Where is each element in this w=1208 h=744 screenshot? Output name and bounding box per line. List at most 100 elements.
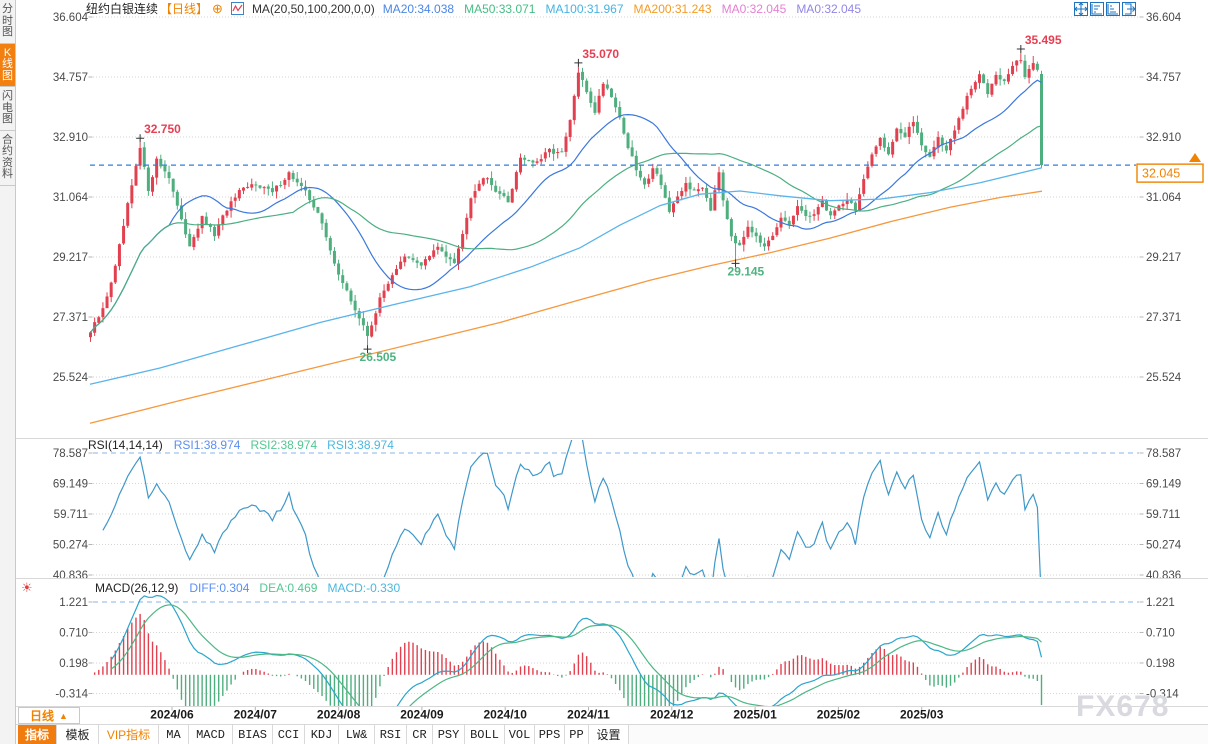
svg-text:29.217: 29.217 — [1146, 252, 1181, 264]
svg-text:32.910: 32.910 — [1146, 132, 1181, 144]
svg-text:2024/10: 2024/10 — [484, 708, 528, 722]
zoom-vertical-icon[interactable] — [1106, 2, 1120, 16]
toolbar-tab-10[interactable]: CR — [407, 725, 433, 744]
indicator-settings-icon[interactable]: ☀ — [21, 580, 33, 595]
svg-text:0.710: 0.710 — [59, 627, 88, 639]
svg-text:27.371: 27.371 — [53, 312, 88, 324]
macd-dea-line — [110, 604, 1042, 706]
toolbar-tab-9[interactable]: RSI — [375, 725, 407, 744]
ma-value-5: MA0:32.045 — [796, 1, 862, 16]
toolbar-tab-11[interactable]: PSY — [433, 725, 465, 744]
period-selector[interactable]: 日线 ▲ — [18, 707, 80, 724]
ma-value-3: MA200:31.243 — [633, 1, 712, 16]
rsi-value-1: RSI2:38.974 — [250, 438, 318, 452]
toolbar-tab-14[interactable]: PPS — [535, 725, 565, 744]
ma-lines — [89, 79, 1043, 424]
toolbar-tab-16[interactable]: 设置 — [589, 725, 629, 744]
svg-text:34.757: 34.757 — [53, 72, 88, 84]
ma-values: MA20:34.038 MA50:33.071 MA100:31.967 MA200:… — [383, 2, 861, 16]
annotation-32.750: 32.750 — [144, 122, 181, 136]
sidebar-tab-1[interactable]: K线图 — [0, 43, 15, 87]
rsi-values: RSI1:38.974 RSI2:38.974 RSI3:38.974 — [174, 438, 394, 452]
svg-text:2025/02: 2025/02 — [817, 708, 861, 722]
annotation-35.495: 35.495 — [1025, 33, 1062, 47]
svg-text:1.221: 1.221 — [1146, 597, 1175, 609]
toolbar-tab-6[interactable]: CCI — [273, 725, 305, 744]
svg-text:69.149: 69.149 — [1146, 479, 1181, 491]
macd-header: MACD(26,12,9) DIFF:0.304 DEA:0.469 MACD:-0… — [95, 581, 400, 595]
rsi-line — [102, 440, 1041, 577]
kline-icon — [230, 2, 244, 15]
toolbar-tab-8[interactable]: LW& — [339, 725, 375, 744]
ma-value-0: MA20:34.038 — [382, 1, 455, 16]
svg-text:0.710: 0.710 — [1146, 627, 1175, 639]
toolbar-tab-4[interactable]: MACD — [189, 725, 233, 744]
svg-text:0.198: 0.198 — [1146, 658, 1175, 670]
svg-text:2024/06: 2024/06 — [150, 708, 194, 722]
sidebar-tab-2[interactable]: 闪电图 — [0, 87, 15, 131]
rsi-value-2: RSI3:38.974 — [327, 438, 394, 452]
chevron-up-icon: ▲ — [59, 710, 68, 721]
toolbar-tab-7[interactable]: KDJ — [305, 725, 339, 744]
sidebar: 分时图 K线图 闪电图 合约资料 — [0, 0, 16, 744]
period-tag: 【日线】 — [160, 2, 209, 16]
svg-text:50.274: 50.274 — [53, 540, 89, 552]
svg-text:78.587: 78.587 — [1146, 448, 1181, 460]
svg-text:2024/07: 2024/07 — [234, 708, 278, 722]
ma100-line — [89, 167, 1043, 385]
toolbar-tab-1[interactable]: 模板 — [57, 725, 99, 744]
x-axis: 2024/06 2024/07 2024/08 2024/09 2024/10 2024/… — [150, 707, 944, 722]
zoom-horizontal-icon[interactable] — [1090, 2, 1104, 16]
toolbar-tab-15[interactable]: PP — [565, 725, 589, 744]
macd-axis: 1.221 1.221 0.710 0.710 0.198 0.198 -0.314 -0.3… — [55, 597, 1179, 700]
price-axis: 36.604 36.604 34.757 34.757 32.910 32.910 31.0… — [53, 12, 1182, 384]
svg-text:59.711: 59.711 — [1146, 509, 1180, 521]
price-tag: 32.045 — [1142, 167, 1180, 181]
expand-icon[interactable]: ⊕ — [212, 1, 223, 16]
svg-text:31.064: 31.064 — [1146, 192, 1182, 204]
annotation-26.505: 26.505 — [360, 350, 397, 364]
svg-text:69.149: 69.149 — [53, 479, 88, 491]
svg-text:25.524: 25.524 — [53, 372, 89, 384]
macd-panel — [93, 594, 1043, 706]
rsi-panel — [102, 440, 1041, 577]
svg-text:2025/03: 2025/03 — [900, 708, 944, 722]
pan-right-icon[interactable] — [1122, 2, 1136, 16]
ma-value-2: MA100:31.967 — [545, 1, 624, 16]
sidebar-tab-3[interactable]: 合约资料 — [0, 130, 15, 186]
toolbar-tab-0[interactable]: 指标 — [18, 725, 57, 744]
toolbar-tab-5[interactable]: BIAS — [233, 725, 273, 744]
svg-text:59.711: 59.711 — [54, 509, 88, 521]
chart-header: 纽约白银连续 【日线】 ⊕ MA(20,50,100,200,0,0) MA20… — [86, 1, 861, 17]
rsi-value-0: RSI1:38.974 — [173, 438, 241, 452]
svg-text:40.836: 40.836 — [53, 570, 88, 582]
svg-text:36.604: 36.604 — [53, 12, 89, 24]
svg-text:50.274: 50.274 — [1146, 540, 1182, 552]
svg-text:2025/01: 2025/01 — [733, 708, 777, 722]
svg-text:32.910: 32.910 — [53, 132, 88, 144]
toolbar-tab-13[interactable]: VOL — [505, 725, 535, 744]
last-price-marker: 32.045 — [90, 153, 1204, 183]
annotation-29.145: 29.145 — [728, 264, 765, 278]
svg-text:78.587: 78.587 — [53, 448, 88, 460]
rsi-header: RSI(14,14,14) RSI1:38.974 RSI2:38.974 RSI3… — [88, 438, 394, 452]
toolbar-tab-12[interactable]: BOLL — [465, 725, 505, 744]
macd-values: DIFF:0.304 DEA:0.469 MACD:-0.330 — [189, 581, 400, 595]
annotation-35.070: 35.070 — [582, 47, 619, 61]
bottom-toolbar: 指标 模板 VIP指标 MA MACD BIAS CCI KDJ LW& RSI CR PSY BOLL… — [16, 724, 1208, 744]
chart-toolbar-icons — [1074, 2, 1136, 16]
svg-text:40.836: 40.836 — [1146, 570, 1181, 582]
toolbar-tab-2[interactable]: VIP指标 — [99, 725, 159, 744]
svg-text:2024/11: 2024/11 — [567, 708, 610, 722]
ma200-line — [89, 190, 1043, 424]
svg-text:29.217: 29.217 — [53, 252, 88, 264]
chart-move-icon[interactable] — [1074, 2, 1088, 16]
sidebar-tab-0[interactable]: 分时图 — [0, 0, 15, 44]
svg-text:31.064: 31.064 — [53, 192, 89, 204]
svg-text:-0.314: -0.314 — [1146, 688, 1179, 700]
svg-text:2024/08: 2024/08 — [317, 708, 361, 722]
svg-text:25.524: 25.524 — [1146, 372, 1182, 384]
toolbar-tab-3[interactable]: MA — [159, 725, 189, 744]
